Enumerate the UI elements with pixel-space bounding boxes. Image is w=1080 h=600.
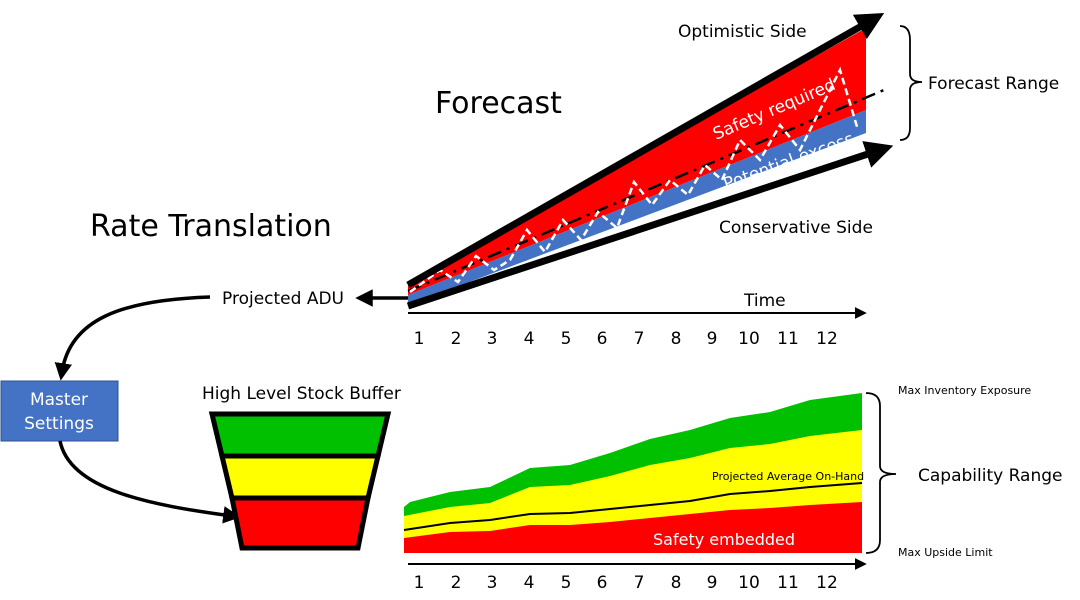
master-settings-line2: Settings [24,414,94,434]
buffer-x-tick-2: 2 [451,573,462,593]
optimistic-arrow [406,13,885,289]
forecast-x-tick-6: 6 [597,329,608,349]
stock-buffer-funnel [208,411,392,551]
projected-average-on-hand-label: Projected Average On-Hand [712,470,864,483]
buffer-x-tick-5: 5 [561,573,572,593]
forecast-x-tick-12: 12 [816,329,838,349]
buffer-x-tick-4: 4 [524,573,535,593]
forecast-x-tick-4: 4 [524,329,535,349]
buffer-x-tick-3: 3 [487,573,498,593]
safety-embedded-label: Safety embedded [653,530,795,549]
forecast-actual-line [409,66,860,294]
buffer-x-tick-6: 6 [597,573,608,593]
adu-to-master-arrow [54,295,211,381]
projected-average-on-hand-line [403,482,863,531]
buffer-x-tick-7: 7 [634,573,645,593]
stock-buffer-title: High Level Stock Buffer [202,384,401,404]
forecast-range-label: Forecast Range [928,74,1059,94]
rate-translation-title: Rate Translation [90,209,332,244]
buffer-x-tick-1: 1 [414,573,425,593]
cone-red-region [408,28,866,295]
funnel-yellow-zone [218,453,382,501]
forecast-x-tick-2: 2 [451,329,462,349]
funnel-green-zone [208,411,392,459]
buffer-x-tick-10: 10 [738,573,760,593]
buffer-x-ticks: 1 2 3 4 5 6 7 8 9 10 11 12 [414,573,838,593]
master-to-buffer-arrow [58,440,241,524]
max-inventory-exposure-label: Max Inventory Exposure [898,384,1031,397]
master-settings-box [0,380,119,442]
forecast-cone [406,13,894,310]
forecast-x-ticks: 1 2 3 4 5 6 7 8 9 10 11 12 [414,329,838,349]
forecast-x-tick-11: 11 [777,329,799,349]
buffer-red-band [404,502,862,553]
capability-range-label: Capability Range [918,466,1062,486]
forecast-title: Forecast [435,86,562,121]
buffer-x-tick-8: 8 [671,573,682,593]
buffer-x-tick-11: 11 [777,573,799,593]
buffer-chart [403,393,863,553]
funnel-red-zone [228,495,372,551]
forecast-x-tick-7: 7 [634,329,645,349]
conservative-side-label: Conservative Side [719,218,873,238]
optimistic-side-label: Optimistic Side [678,22,807,42]
forecast-x-tick-10: 10 [738,329,760,349]
master-settings-line1: Master [30,390,88,410]
forecast-range-bracket [899,25,923,141]
max-upside-limit-label: Max Upside Limit [898,546,993,559]
forecast-x-tick-3: 3 [487,329,498,349]
forecast-x-tick-5: 5 [561,329,572,349]
projected-adu-label: Projected ADU [222,289,344,309]
conservative-arrow [406,141,894,310]
forecast-x-tick-1: 1 [414,329,425,349]
cone-blue-region [408,110,866,305]
time-label: Time [743,291,786,311]
capability-range-bracket [865,392,897,554]
forecast-x-tick-8: 8 [671,329,682,349]
buffer-x-tick-12: 12 [816,573,838,593]
buffer-x-tick-9: 9 [707,573,718,593]
forecast-x-tick-9: 9 [707,329,718,349]
